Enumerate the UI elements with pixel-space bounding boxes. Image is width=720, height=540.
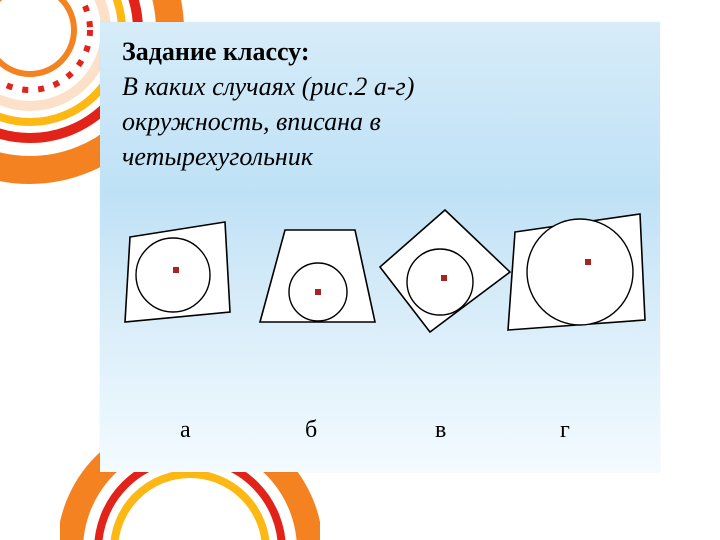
figures-row <box>110 202 650 372</box>
center-dot-b <box>315 289 321 295</box>
figure-label-g: г <box>560 417 570 444</box>
figure-label-v: в <box>435 417 446 444</box>
figure-b <box>260 230 375 322</box>
center-dot-a <box>173 267 179 273</box>
circle-g <box>527 219 633 325</box>
center-dot-g <box>585 259 591 265</box>
figure-v <box>380 210 510 332</box>
task-line3: четырехугольник <box>122 142 313 171</box>
task-title: Задание классу: <box>122 37 310 66</box>
task-line2: окружность, вписана в <box>122 107 381 136</box>
task-text: Задание классу: В каких случаях (рис.2 а… <box>122 34 638 174</box>
figure-label-b: б <box>305 417 317 444</box>
center-dot-v <box>441 275 447 281</box>
circle-v <box>407 249 473 315</box>
figure-label-a: а <box>180 417 191 444</box>
task-line1: В каких случаях (рис.2 а-г) <box>122 72 414 101</box>
figure-a <box>125 222 230 322</box>
slide-panel: Задание классу: В каких случаях (рис.2 а… <box>100 22 660 472</box>
circle-a <box>136 238 210 312</box>
figure-g <box>508 214 645 330</box>
